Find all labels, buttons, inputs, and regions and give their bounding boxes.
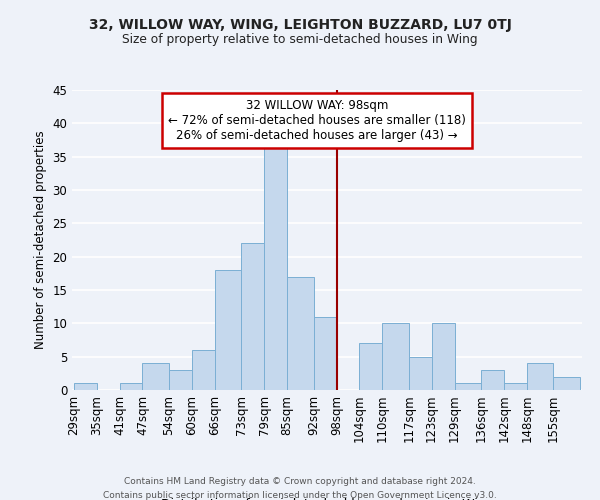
Bar: [382, 324, 409, 390]
Bar: [119, 384, 142, 390]
Y-axis label: Number of semi-detached properties: Number of semi-detached properties: [34, 130, 47, 350]
Text: 32, WILLOW WAY, WING, LEIGHTON BUZZARD, LU7 0TJ: 32, WILLOW WAY, WING, LEIGHTON BUZZARD, …: [89, 18, 511, 32]
Bar: [504, 384, 527, 390]
Bar: [74, 384, 97, 390]
Bar: [359, 344, 382, 390]
Bar: [409, 356, 431, 390]
Bar: [431, 324, 455, 390]
Bar: [264, 144, 287, 390]
Bar: [142, 364, 169, 390]
Bar: [192, 350, 215, 390]
Bar: [241, 244, 264, 390]
Bar: [481, 370, 504, 390]
Text: Size of property relative to semi-detached houses in Wing: Size of property relative to semi-detach…: [122, 32, 478, 46]
X-axis label: Distribution of semi-detached houses by size in Wing: Distribution of semi-detached houses by …: [161, 498, 493, 500]
Text: Contains HM Land Registry data © Crown copyright and database right 2024.
Contai: Contains HM Land Registry data © Crown c…: [103, 478, 497, 500]
Bar: [314, 316, 337, 390]
Bar: [455, 384, 481, 390]
Bar: [215, 270, 241, 390]
Bar: [553, 376, 580, 390]
Text: 32 WILLOW WAY: 98sqm
← 72% of semi-detached houses are smaller (118)
26% of semi: 32 WILLOW WAY: 98sqm ← 72% of semi-detac…: [168, 99, 466, 142]
Bar: [287, 276, 314, 390]
Bar: [527, 364, 553, 390]
Bar: [169, 370, 192, 390]
